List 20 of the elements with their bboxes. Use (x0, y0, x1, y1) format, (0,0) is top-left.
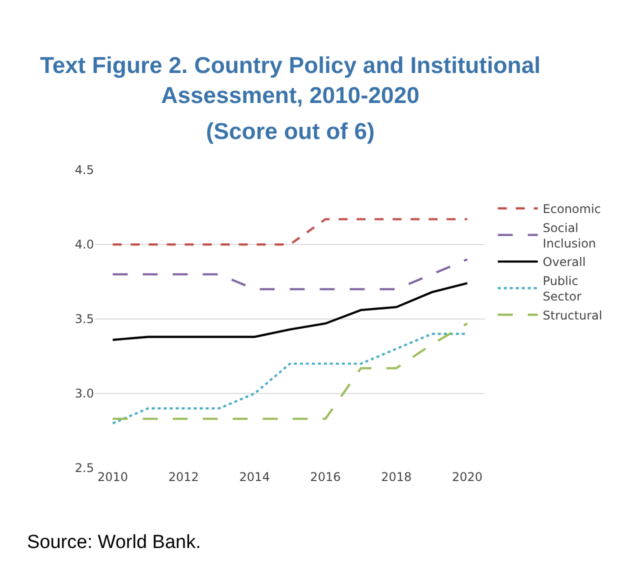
x-tick-label: 2014 (239, 470, 270, 484)
x-tick-label: 2010 (97, 470, 128, 484)
source-note: Source: World Bank. (27, 532, 201, 553)
x-tick-label: 2016 (310, 470, 341, 484)
chart-title: Text Figure 2. Country Policy and Institutional Assessment, 2010-2020 (40, 52, 541, 108)
x-tick-label: 2020 (452, 470, 483, 484)
line-series (112, 282, 468, 341)
y-tick-label: 3.0 (74, 386, 94, 401)
y-tick-label: 2.5 (74, 461, 94, 476)
y-tick-label: 4.0 (74, 238, 94, 252)
legend-label: Social Inclusion (542, 220, 596, 250)
x-tick-label: 2012 (168, 470, 199, 484)
x-tick-label: 2018 (381, 470, 412, 484)
legend-label: Economic (542, 202, 601, 216)
y-tick-label: 4.5 (74, 163, 94, 178)
chart-subtitle: (Score out of 6) (206, 118, 375, 144)
legend-label: Public Sector (542, 274, 582, 304)
legend-label: Overall (542, 255, 586, 270)
legend-label: Structural (542, 308, 602, 322)
y-tick-label: 3.5 (74, 312, 94, 326)
